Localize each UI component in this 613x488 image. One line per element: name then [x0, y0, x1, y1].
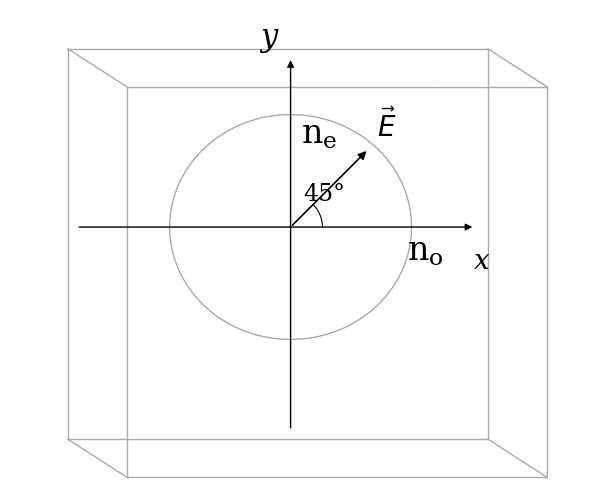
Text: $\mathregular{n_o}$: $\mathregular{n_o}$ [407, 236, 444, 267]
Text: y: y [261, 22, 278, 53]
Text: $\vec{E}$: $\vec{E}$ [377, 108, 397, 142]
Text: $\mathregular{n_e}$: $\mathregular{n_e}$ [301, 119, 338, 151]
Text: x: x [474, 248, 489, 275]
Text: 45°: 45° [303, 183, 345, 206]
